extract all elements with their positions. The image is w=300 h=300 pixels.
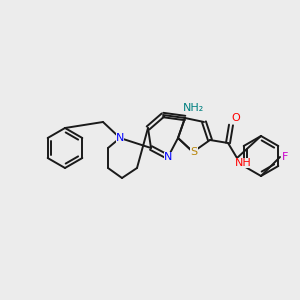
Text: S: S bbox=[190, 147, 198, 157]
Text: N: N bbox=[164, 152, 172, 162]
Text: NH: NH bbox=[235, 158, 251, 168]
Text: NH₂: NH₂ bbox=[182, 103, 204, 113]
Text: O: O bbox=[232, 113, 240, 123]
Text: N: N bbox=[116, 133, 124, 143]
Text: F: F bbox=[282, 152, 288, 162]
